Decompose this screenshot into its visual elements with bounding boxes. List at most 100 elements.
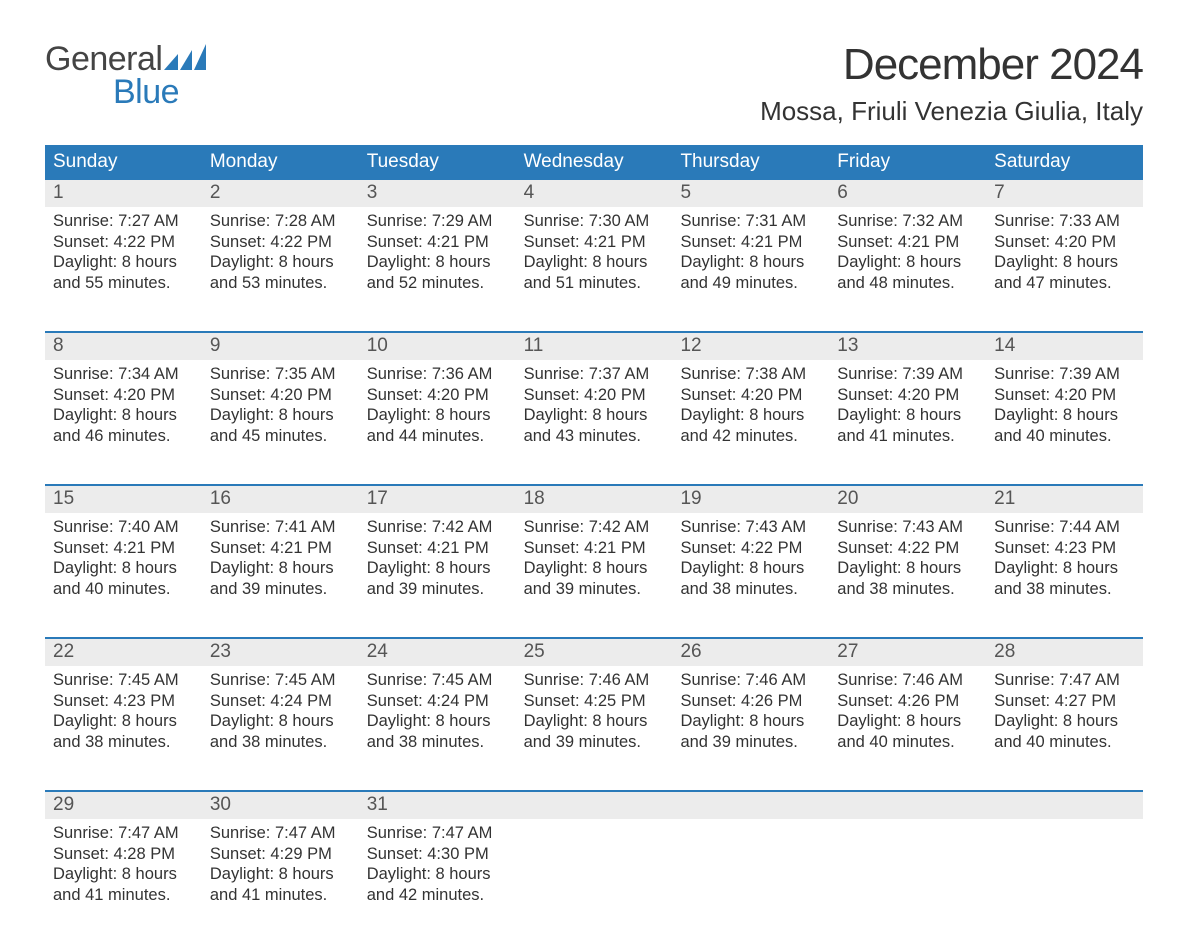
daynum-row: 293031 — [45, 792, 1143, 819]
calendar-day: Sunrise: 7:46 AMSunset: 4:25 PMDaylight:… — [516, 666, 673, 790]
daylight-line: Daylight: 8 hours and 40 minutes. — [837, 711, 978, 752]
weekday-monday: Monday — [202, 145, 359, 180]
day-details: Sunrise: 7:30 AMSunset: 4:21 PMDaylight:… — [516, 207, 673, 312]
sunset-line: Sunset: 4:20 PM — [837, 385, 978, 406]
sunset-line: Sunset: 4:22 PM — [837, 538, 978, 559]
calendar-day: Sunrise: 7:45 AMSunset: 4:23 PMDaylight:… — [45, 666, 202, 790]
day-number: 23 — [202, 639, 359, 666]
sunrise-line: Sunrise: 7:32 AM — [837, 211, 978, 232]
calendar-day: Sunrise: 7:39 AMSunset: 4:20 PMDaylight:… — [986, 360, 1143, 484]
sunrise-line: Sunrise: 7:46 AM — [524, 670, 665, 691]
day-number — [672, 792, 829, 819]
sunset-line: Sunset: 4:26 PM — [837, 691, 978, 712]
logo-text-blue: Blue — [113, 73, 179, 112]
sunset-line: Sunset: 4:21 PM — [837, 232, 978, 253]
daylight-line: Daylight: 8 hours and 48 minutes. — [837, 252, 978, 293]
calendar-day: Sunrise: 7:41 AMSunset: 4:21 PMDaylight:… — [202, 513, 359, 637]
sunset-line: Sunset: 4:20 PM — [210, 385, 351, 406]
calendar-day: Sunrise: 7:47 AMSunset: 4:29 PMDaylight:… — [202, 819, 359, 943]
sunrise-line: Sunrise: 7:44 AM — [994, 517, 1135, 538]
day-number: 15 — [45, 486, 202, 513]
day-details: Sunrise: 7:32 AMSunset: 4:21 PMDaylight:… — [829, 207, 986, 312]
daylight-line: Daylight: 8 hours and 38 minutes. — [210, 711, 351, 752]
day-details — [516, 819, 673, 841]
sunrise-line: Sunrise: 7:30 AM — [524, 211, 665, 232]
sunset-line: Sunset: 4:20 PM — [994, 385, 1135, 406]
day-details: Sunrise: 7:45 AMSunset: 4:24 PMDaylight:… — [202, 666, 359, 771]
sunset-line: Sunset: 4:30 PM — [367, 844, 508, 865]
week-row: 293031Sunrise: 7:47 AMSunset: 4:28 PMDay… — [45, 790, 1143, 943]
sunset-line: Sunset: 4:21 PM — [367, 232, 508, 253]
day-number: 10 — [359, 333, 516, 360]
week-row: 891011121314Sunrise: 7:34 AMSunset: 4:20… — [45, 331, 1143, 484]
day-number: 25 — [516, 639, 673, 666]
day-number: 2 — [202, 180, 359, 207]
day-number: 3 — [359, 180, 516, 207]
sunset-line: Sunset: 4:21 PM — [367, 538, 508, 559]
day-number: 27 — [829, 639, 986, 666]
calendar-day: Sunrise: 7:45 AMSunset: 4:24 PMDaylight:… — [359, 666, 516, 790]
sunrise-line: Sunrise: 7:45 AM — [53, 670, 194, 691]
sunrise-line: Sunrise: 7:46 AM — [680, 670, 821, 691]
sunset-line: Sunset: 4:27 PM — [994, 691, 1135, 712]
day-details: Sunrise: 7:40 AMSunset: 4:21 PMDaylight:… — [45, 513, 202, 618]
daynum-row: 22232425262728 — [45, 639, 1143, 666]
daynum-row: 891011121314 — [45, 333, 1143, 360]
calendar-day: Sunrise: 7:45 AMSunset: 4:24 PMDaylight:… — [202, 666, 359, 790]
sunrise-line: Sunrise: 7:40 AM — [53, 517, 194, 538]
day-body-row: Sunrise: 7:45 AMSunset: 4:23 PMDaylight:… — [45, 666, 1143, 790]
sunrise-line: Sunrise: 7:35 AM — [210, 364, 351, 385]
sunset-line: Sunset: 4:21 PM — [210, 538, 351, 559]
day-number: 24 — [359, 639, 516, 666]
day-number: 8 — [45, 333, 202, 360]
sunset-line: Sunset: 4:25 PM — [524, 691, 665, 712]
sunset-line: Sunset: 4:21 PM — [524, 538, 665, 559]
sunrise-line: Sunrise: 7:34 AM — [53, 364, 194, 385]
daylight-line: Daylight: 8 hours and 39 minutes. — [367, 558, 508, 599]
sunset-line: Sunset: 4:21 PM — [53, 538, 194, 559]
day-details: Sunrise: 7:31 AMSunset: 4:21 PMDaylight:… — [672, 207, 829, 312]
calendar-day: Sunrise: 7:47 AMSunset: 4:27 PMDaylight:… — [986, 666, 1143, 790]
sunrise-line: Sunrise: 7:47 AM — [210, 823, 351, 844]
daylight-line: Daylight: 8 hours and 38 minutes. — [53, 711, 194, 752]
daylight-line: Daylight: 8 hours and 43 minutes. — [524, 405, 665, 446]
sunrise-line: Sunrise: 7:33 AM — [994, 211, 1135, 232]
sunset-line: Sunset: 4:24 PM — [210, 691, 351, 712]
day-details: Sunrise: 7:42 AMSunset: 4:21 PMDaylight:… — [516, 513, 673, 618]
sunset-line: Sunset: 4:20 PM — [53, 385, 194, 406]
daylight-line: Daylight: 8 hours and 41 minutes. — [210, 864, 351, 905]
day-details: Sunrise: 7:35 AMSunset: 4:20 PMDaylight:… — [202, 360, 359, 465]
day-number: 16 — [202, 486, 359, 513]
calendar-day — [516, 819, 673, 943]
day-number: 18 — [516, 486, 673, 513]
sunset-line: Sunset: 4:21 PM — [680, 232, 821, 253]
daylight-line: Daylight: 8 hours and 40 minutes. — [53, 558, 194, 599]
daylight-line: Daylight: 8 hours and 38 minutes. — [837, 558, 978, 599]
sunrise-line: Sunrise: 7:45 AM — [210, 670, 351, 691]
weekday-friday: Friday — [829, 145, 986, 180]
sunrise-line: Sunrise: 7:29 AM — [367, 211, 508, 232]
day-details: Sunrise: 7:46 AMSunset: 4:26 PMDaylight:… — [829, 666, 986, 771]
sunrise-line: Sunrise: 7:39 AM — [994, 364, 1135, 385]
day-details — [986, 819, 1143, 841]
week-row: 1234567Sunrise: 7:27 AMSunset: 4:22 PMDa… — [45, 180, 1143, 331]
day-details: Sunrise: 7:36 AMSunset: 4:20 PMDaylight:… — [359, 360, 516, 465]
day-number: 28 — [986, 639, 1143, 666]
daylight-line: Daylight: 8 hours and 39 minutes. — [680, 711, 821, 752]
daylight-line: Daylight: 8 hours and 38 minutes. — [367, 711, 508, 752]
daynum-row: 15161718192021 — [45, 486, 1143, 513]
calendar-day: Sunrise: 7:40 AMSunset: 4:21 PMDaylight:… — [45, 513, 202, 637]
day-number: 12 — [672, 333, 829, 360]
weeks-container: 1234567Sunrise: 7:27 AMSunset: 4:22 PMDa… — [45, 180, 1143, 943]
calendar-day — [672, 819, 829, 943]
calendar-day: Sunrise: 7:31 AMSunset: 4:21 PMDaylight:… — [672, 207, 829, 331]
calendar-day: Sunrise: 7:35 AMSunset: 4:20 PMDaylight:… — [202, 360, 359, 484]
day-details: Sunrise: 7:41 AMSunset: 4:21 PMDaylight:… — [202, 513, 359, 618]
daylight-line: Daylight: 8 hours and 42 minutes. — [680, 405, 821, 446]
calendar-day: Sunrise: 7:46 AMSunset: 4:26 PMDaylight:… — [829, 666, 986, 790]
daylight-line: Daylight: 8 hours and 38 minutes. — [680, 558, 821, 599]
day-number: 29 — [45, 792, 202, 819]
day-number: 21 — [986, 486, 1143, 513]
daylight-line: Daylight: 8 hours and 41 minutes. — [53, 864, 194, 905]
calendar-day: Sunrise: 7:43 AMSunset: 4:22 PMDaylight:… — [829, 513, 986, 637]
